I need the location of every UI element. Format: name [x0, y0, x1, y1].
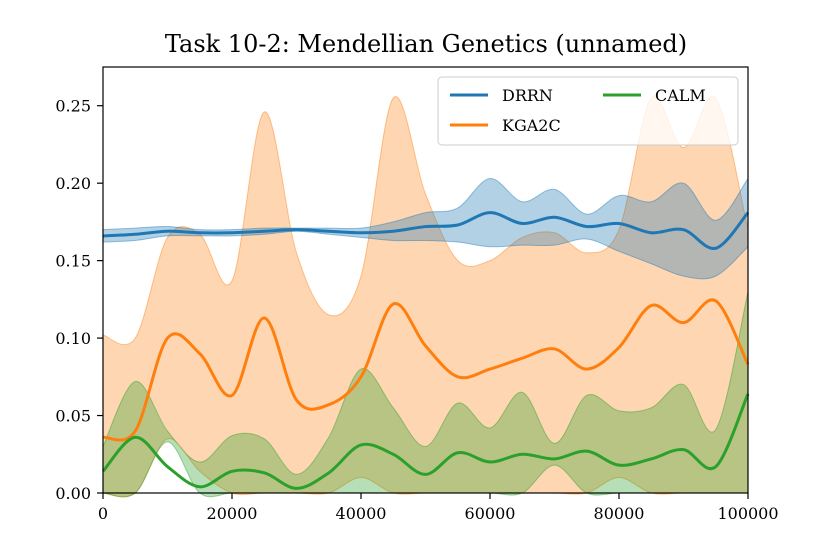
legend-label-calm: CALM [655, 86, 706, 105]
x-tick-label: 60000 [465, 504, 516, 523]
legend: DRRN KGA2C CALM [437, 76, 739, 146]
x-tick-label: 20000 [207, 504, 258, 523]
confidence-bands [102, 95, 749, 498]
legend-box [437, 76, 739, 146]
legend-label-kga2c: KGA2C [502, 116, 561, 135]
legend-label-drrn: DRRN [502, 86, 553, 105]
line-kga2c [102, 298, 750, 442]
y-tick-label: 0.10 [55, 329, 91, 348]
x-tick-label: 40000 [336, 504, 387, 523]
y-tick-label: 0.15 [55, 252, 91, 271]
y-tick-label: 0.25 [55, 97, 91, 116]
y-tick-label: 0.05 [55, 407, 91, 426]
x-tick-label: 100000 [717, 504, 778, 523]
y-axis: 0.00 0.05 0.10 0.15 0.20 0.25 [55, 97, 103, 503]
line-drrn [102, 211, 750, 250]
series-lines [101, 211, 750, 490]
x-axis: 0 20000 40000 60000 80000 100000 [98, 493, 779, 523]
y-tick-label: 0.20 [55, 174, 91, 193]
x-tick-label: 0 [98, 504, 108, 523]
chart-title: Task 10-2: Mendellian Genetics (unnamed) [165, 30, 687, 58]
line-calm [101, 393, 750, 490]
x-tick-label: 80000 [594, 504, 645, 523]
plot-frame [102, 66, 749, 494]
y-tick-label: 0.00 [55, 484, 91, 503]
